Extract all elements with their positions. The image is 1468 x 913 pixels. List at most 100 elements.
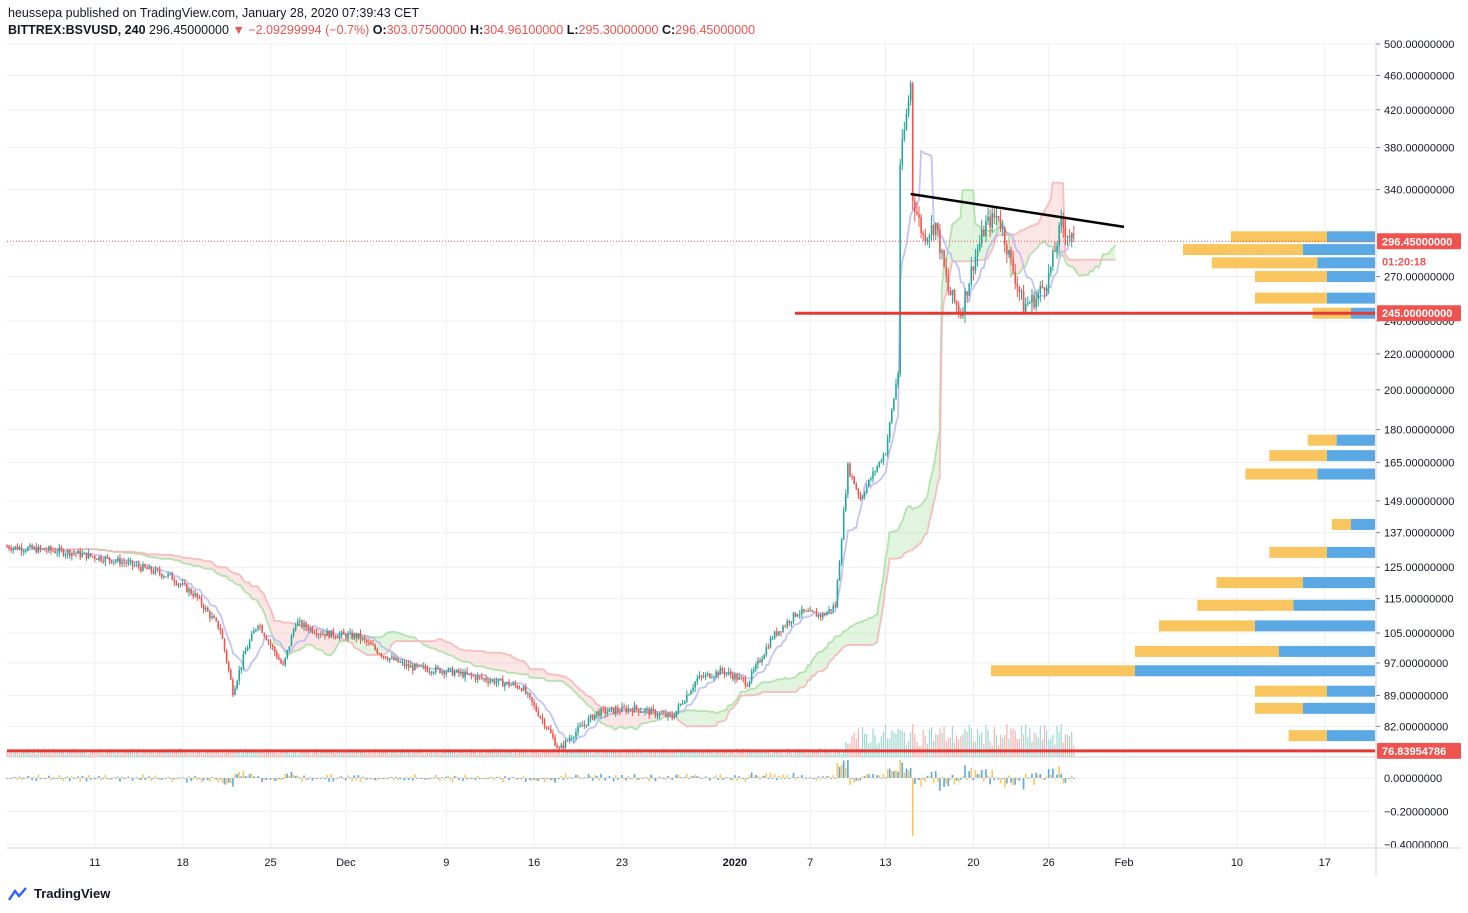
candle-body [547,728,550,730]
candle-body [259,625,261,627]
osc-bar [16,778,19,780]
cloud-segment [479,651,482,667]
cloud-segment [860,621,863,645]
volume-bar [366,753,368,757]
candle-body [420,664,422,666]
cloud-segment [868,617,871,645]
osc-bar [750,772,753,778]
vp-bar-down [1216,577,1303,589]
time-tick-label: 11 [89,857,100,869]
candle-body [637,709,640,713]
cloud-segment [640,712,643,725]
volume-bar [472,751,475,757]
osc-bar [564,773,567,778]
volume-bar [801,748,803,757]
candle-body [1058,225,1060,246]
tradingview-logo[interactable]: TradingView [8,886,110,901]
cloud-segment [743,691,746,696]
volume-bar [52,748,54,757]
cloud-segment [1023,228,1026,267]
volume-bar [334,753,337,757]
osc-bar [842,760,845,778]
volume-bar [309,753,311,757]
volume-bar [1041,739,1044,757]
candle-body [750,671,753,682]
volume-bar [828,751,830,757]
osc-bar [384,778,387,780]
candle-body [1056,245,1058,252]
volume-bar [330,751,332,757]
close-value: 296.45000000 [675,23,756,37]
candle-body [752,669,755,672]
osc-bar [696,775,699,778]
grid: 500.00000000460.00000000420.00000000380.… [7,39,1454,869]
volume-bar [426,752,429,757]
candle-body [144,564,146,568]
vp-bar-up [1293,599,1375,611]
volume-bar [564,748,567,757]
osc-bar [60,778,63,780]
candle-body [186,584,188,593]
volume-bar [579,748,581,757]
volume-bar [1006,724,1008,757]
osc-bar [763,775,766,778]
candle-body [177,583,180,585]
cloud-segment [952,222,955,262]
volume-bar [602,749,604,757]
cloud-segment [448,642,451,656]
osc-bar [792,772,795,778]
candle-body [6,546,8,548]
volume-bar [780,750,782,757]
cloud-segment [393,631,396,643]
osc-bar [378,778,381,779]
volume-bar [719,753,721,757]
volume-bar [577,749,579,757]
volume-bar [100,752,102,757]
candle-body [554,737,556,746]
volume-bar [692,751,694,757]
vp-bar-up [1336,434,1375,446]
price-tick-label: 180.00000000 [1384,425,1454,437]
volume-bar [600,753,602,757]
osc-bar [667,776,669,778]
volume-bar [1069,736,1071,757]
cloud-segment [538,669,541,679]
cloud-segment [400,633,403,642]
cloud-segment [473,651,476,667]
candle-body [349,632,351,634]
candle-body [359,633,362,640]
cloud-segment [870,617,873,645]
volume-bar [751,750,753,757]
osc-bar [608,776,611,778]
cloud-segment [1029,225,1032,256]
cloud-segment [481,651,484,667]
cloud-segment [437,639,440,652]
volume-bar [326,750,328,757]
volume-bar [207,749,209,757]
cloud-segment [628,710,631,728]
candle-body [614,708,617,714]
time-tick-label: 10 [1231,857,1243,869]
cloud-segment [1046,203,1049,247]
volume-bar [389,753,391,757]
osc-bar [1033,778,1035,785]
candle-body [227,661,230,671]
symbol-label[interactable]: BITTREX:BSVUSD, 240 [8,23,146,37]
candle-body [700,675,703,677]
vp-bar-up [1303,244,1375,256]
volume-bar [295,751,297,757]
volume-bar [809,752,811,757]
candle-body [127,561,130,564]
axis-price-label: 01:20:18 [1382,256,1426,268]
candle-body [535,705,538,712]
osc-bar [56,777,59,779]
volume-bars [6,724,1075,757]
cloud-segment [466,650,470,663]
osc-bar [1043,778,1046,780]
osc-bar [520,778,523,780]
volume-bar [447,748,449,757]
volume-bar [332,750,334,757]
osc-bar [849,778,851,785]
candle-body [796,614,799,617]
